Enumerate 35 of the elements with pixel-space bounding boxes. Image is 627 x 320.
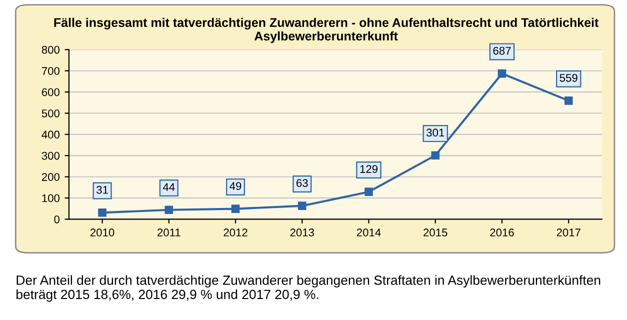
y-tick-label: 700 [42,67,60,75]
x-tick-label: 2015 [424,228,448,236]
point [164,206,174,214]
point [364,188,373,196]
y-tick-label: 300 [42,152,60,160]
x-tick-label: 2013 [290,228,314,236]
y-tick-label: 800 [42,46,60,54]
data-label: 301 [426,128,444,137]
y-tick-label: 100 [42,194,60,202]
y-tick-label: 400 [42,130,60,139]
data-label: 31 [96,186,108,194]
x-tick-label: 2012 [224,228,248,236]
y-tick-label: 600 [42,88,60,96]
x-tick-label: 2017 [556,228,580,236]
data-label: 129 [360,165,378,173]
x-tick-label: 2014 [356,228,381,236]
point [298,202,306,210]
y-tick-label: 200 [42,173,60,181]
chart-title: Fälle insgesamt mit tatverdächtigen Zuwanderern - ohne Aufenthaltsrecht und Tatörtlichkeit Asylbewerberunterkunft [54,18,599,43]
x-tick-label: 2011 [158,228,180,236]
data-label: 44 [162,183,175,191]
x-tick-label: 2010 [90,228,114,236]
y-tick-label: 0 [54,215,60,224]
data-label: 63 [296,179,308,187]
point [98,208,106,217]
data-label: 559 [560,74,578,82]
point [431,151,440,160]
x-tick-label: 2016 [490,228,514,236]
text: Der Anteil der durch tatverdächtige Zuwanderer begangenen Straftaten in Asylbewerberunterkünften beträgt 2015 18,6%, 2016 29,9 % und 2017 20,9 %. [16,275,600,302]
data-label: 687 [493,46,511,55]
y-tick-label: 500 [42,109,60,118]
point [231,204,240,213]
data-label: 49 [230,182,242,190]
point [498,69,506,78]
point [564,96,573,105]
